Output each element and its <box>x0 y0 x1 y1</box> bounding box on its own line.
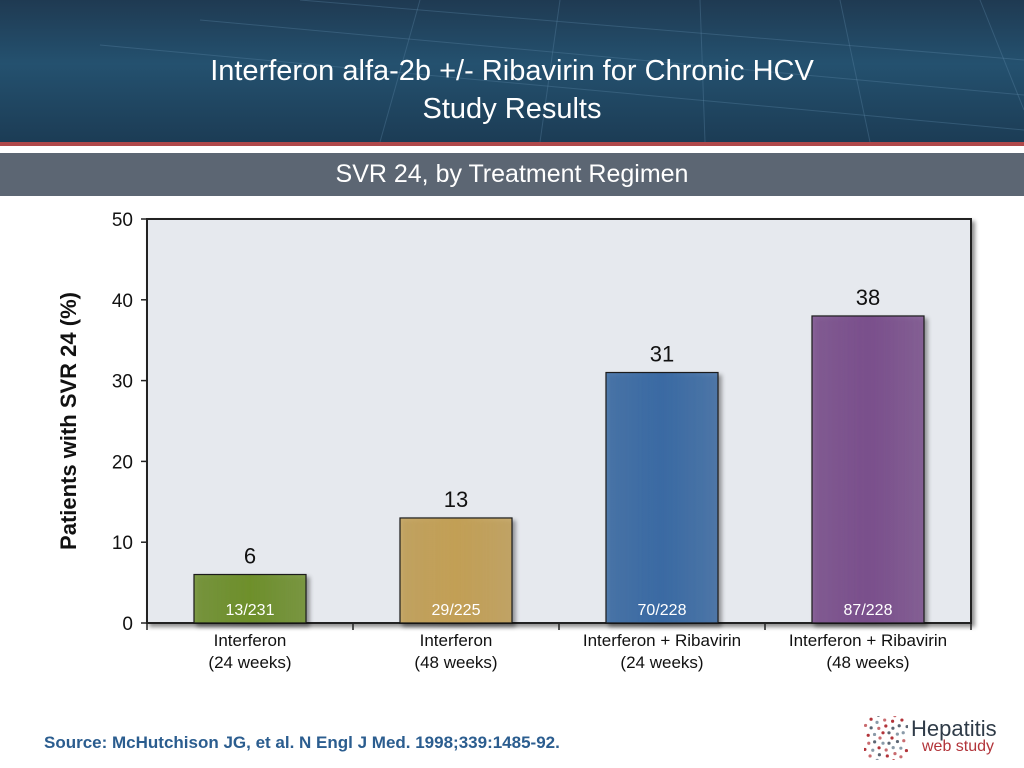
x-category-label: (24 weeks) <box>208 653 291 672</box>
y-axis-title: Patients with SVR 24 (%) <box>56 292 81 550</box>
logo-dot <box>887 741 891 745</box>
bar-count-label: 87/228 <box>844 602 893 619</box>
logo-dot <box>893 752 897 756</box>
y-tick-label: 20 <box>112 452 133 473</box>
logo-dot <box>863 747 867 752</box>
bar-value-label: 6 <box>244 544 256 569</box>
logo-dot <box>875 720 879 724</box>
logo-dot <box>901 731 905 735</box>
y-tick-label: 10 <box>112 533 133 554</box>
slide-title-line-1: Interferon alfa-2b +/- Ribavirin for Chr… <box>210 55 814 87</box>
logo-dot <box>902 739 906 743</box>
hepatitis-web-study-logo: Hepatitis web study <box>860 712 1014 764</box>
y-tick-label: 0 <box>122 614 133 635</box>
logo-title: Hepatitis <box>911 716 997 741</box>
logo-dot <box>881 741 885 745</box>
logo-dot <box>897 724 901 728</box>
bar-value-label: 13 <box>444 487 468 512</box>
logo-dot <box>895 732 899 736</box>
logo-dot <box>871 748 875 752</box>
logo-dot <box>866 733 870 737</box>
logo-dot <box>884 724 888 728</box>
x-category-label: Interferon <box>214 631 287 650</box>
logo-dot <box>877 726 881 730</box>
logo-dot <box>876 713 881 717</box>
logo-dot <box>893 714 897 718</box>
logo-dot <box>877 753 881 757</box>
logo-dot <box>895 739 900 744</box>
logo-dot <box>881 731 885 735</box>
slide-title: Interferon alfa-2b +/- Ribavirin for Chr… <box>0 52 1024 128</box>
logo-dot <box>868 754 872 758</box>
logo-dot <box>883 718 887 722</box>
bar-value-label: 38 <box>856 285 880 310</box>
logo-dot <box>872 732 877 737</box>
x-category-label: Interferon + Ribavirin <box>583 631 741 650</box>
x-category-label: (24 weeks) <box>620 653 703 672</box>
logo-dot <box>885 754 889 758</box>
logo-dots-icon <box>860 712 912 764</box>
logo-dot <box>863 723 868 728</box>
logo-dot <box>877 746 881 750</box>
bar <box>399 517 513 624</box>
bar-count-label: 13/231 <box>226 602 275 619</box>
bar-count-label: 29/225 <box>432 602 481 619</box>
header-banner: Interferon alfa-2b +/- Ribavirin for Chr… <box>0 0 1024 142</box>
x-category-label: (48 weeks) <box>414 653 497 672</box>
chart-subtitle: SVR 24, by Treatment Regimen <box>0 153 1024 196</box>
logo-dot <box>891 746 895 750</box>
logo-dot <box>884 748 888 752</box>
y-tick-label: 40 <box>112 291 133 312</box>
header-grid-pattern <box>99 0 1024 142</box>
logo-dot <box>905 724 909 729</box>
source-citation: Source: McHutchison JG, et al. N Engl J … <box>44 733 560 752</box>
y-tick-label: 30 <box>112 372 133 393</box>
x-category-label: (48 weeks) <box>826 653 909 672</box>
logo-dot <box>875 758 879 762</box>
slide-title-line-2: Study Results <box>422 93 602 125</box>
header-divider <box>0 142 1024 146</box>
logo-dot <box>878 736 882 740</box>
bar-count-label: 70/228 <box>638 602 687 619</box>
logo-dot <box>873 740 877 744</box>
bar-value-label: 31 <box>650 342 674 367</box>
logo-dot <box>867 741 871 745</box>
logo-dot <box>900 718 904 722</box>
x-category-label: Interferon + Ribavirin <box>789 631 947 650</box>
bar <box>605 371 719 624</box>
bar-chart: 0 10 20 30 40 50 Patients with SVR 24 (%) 6 13/2… <box>56 210 972 672</box>
logo-dot <box>869 717 873 721</box>
logo-dot <box>899 746 903 750</box>
logo-dot <box>891 719 895 723</box>
y-tick-label: 50 <box>112 210 133 231</box>
logo-dot <box>891 759 896 763</box>
logo-dot <box>891 726 895 730</box>
logo-dot <box>904 748 909 753</box>
logo-dot <box>899 755 903 759</box>
logo-dot <box>890 736 894 740</box>
logo-dot <box>869 726 873 730</box>
logo-subtitle: web study <box>922 738 995 755</box>
logo-dot <box>887 731 891 735</box>
x-category-label: Interferon <box>420 631 493 650</box>
bar <box>811 315 925 624</box>
bar <box>193 573 307 624</box>
